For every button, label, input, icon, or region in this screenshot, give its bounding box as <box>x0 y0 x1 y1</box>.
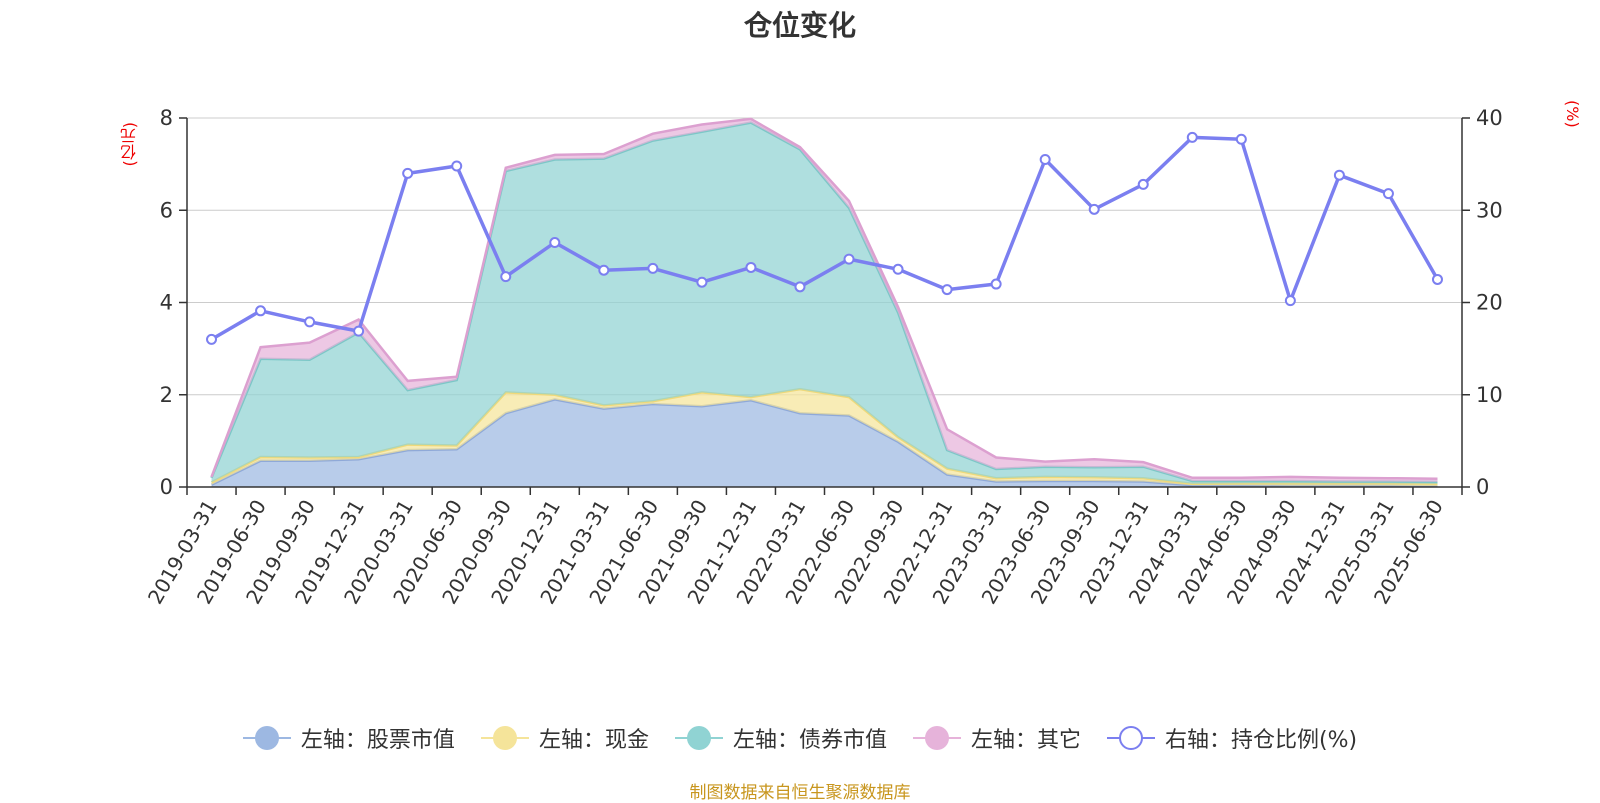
holding-ratio-point <box>892 263 904 275</box>
holding-ratio-point <box>1186 131 1198 143</box>
legend-label: 右轴：持仓比例(%) <box>1164 728 1358 753</box>
bond-area <box>211 122 1438 484</box>
holding-ratio-point <box>1137 178 1149 190</box>
legend-item-bond[interactable]: 左轴：债券市值 <box>674 722 887 754</box>
holding-ratio-point <box>696 276 708 288</box>
chart-title: 仓位变化 <box>743 9 856 42</box>
holding-ratio-point <box>1284 295 1296 307</box>
left-axis-tick-label: 2 <box>160 383 173 407</box>
holding-ratio-point <box>353 325 365 337</box>
holding-ratio-point <box>402 167 414 179</box>
holding-ratio-line <box>210 135 1440 341</box>
stock-area <box>211 399 1438 487</box>
holding-ratio-point <box>255 305 267 317</box>
legend-bond-icon <box>674 726 723 750</box>
legend-stock-icon <box>242 726 291 750</box>
holding-ratio-point <box>206 333 218 345</box>
right-axis-tick-label: 0 <box>1476 475 1489 499</box>
holding-ratio-point <box>1088 203 1100 215</box>
legend-ratio-icon <box>1106 726 1155 750</box>
holding-ratio-point <box>843 253 855 265</box>
legend-item-cash[interactable]: 左轴：现金 <box>480 722 649 754</box>
holding-ratio-point <box>1039 154 1051 166</box>
right-axis-tick-label: 40 <box>1476 106 1503 130</box>
left-axis-tick-label: 4 <box>160 291 173 315</box>
cash-area <box>211 389 1438 487</box>
holding-ratio-point <box>598 264 610 276</box>
legend-item-stock[interactable]: 左轴：股票市值 <box>242 722 455 754</box>
holding-ratio-point <box>1235 133 1247 145</box>
holding-ratio-point <box>941 284 953 296</box>
holding-ratio-point <box>745 261 757 273</box>
chart-legend: 左轴：股票市值 左轴：现金 左轴：债券市值 左轴：其它 右轴：持仓比例(%) <box>0 722 1600 754</box>
holding-ratio-point <box>451 160 463 172</box>
legend-item-ratio[interactable]: 右轴：持仓比例(%) <box>1106 722 1358 754</box>
legend-label: 左轴：股票市值 <box>300 728 455 753</box>
legend-label: 左轴：现金 <box>538 728 649 753</box>
holding-ratio-point <box>304 316 316 328</box>
right-axis-tick-label: 30 <box>1476 198 1503 222</box>
holding-ratio-point <box>990 278 1002 290</box>
holding-ratio-point <box>1382 188 1394 200</box>
left-axis-tick-label: 6 <box>160 198 173 222</box>
holding-ratio-point <box>647 262 659 274</box>
holding-ratio-point <box>794 281 806 293</box>
legend-item-other[interactable]: 左轴：其它 <box>912 722 1081 754</box>
holding-ratio-point <box>1431 273 1443 285</box>
right-axis-unit: (%) <box>1563 100 1582 128</box>
left-axis-tick-label: 0 <box>160 475 173 499</box>
other-area-edge <box>210 117 1438 480</box>
holding-ratio-point <box>500 271 512 283</box>
legend-cash-icon <box>480 726 529 750</box>
right-axis-tick-label: 10 <box>1476 383 1503 407</box>
right-axis-tick-label: 20 <box>1476 291 1503 315</box>
holding-ratio-point <box>549 237 561 249</box>
legend-label: 左轴：其它 <box>970 728 1081 753</box>
holding-ratio-point <box>1333 169 1345 181</box>
left-axis-tick-label: 8 <box>160 106 173 130</box>
data-source-note: 制图数据来自恒生聚源数据库 <box>689 783 911 803</box>
legend-other-icon <box>912 726 961 750</box>
legend-label: 左轴：债券市值 <box>732 728 887 753</box>
position-chart: 024680102030402019-03-312019-06-302019-0… <box>143 106 1503 608</box>
